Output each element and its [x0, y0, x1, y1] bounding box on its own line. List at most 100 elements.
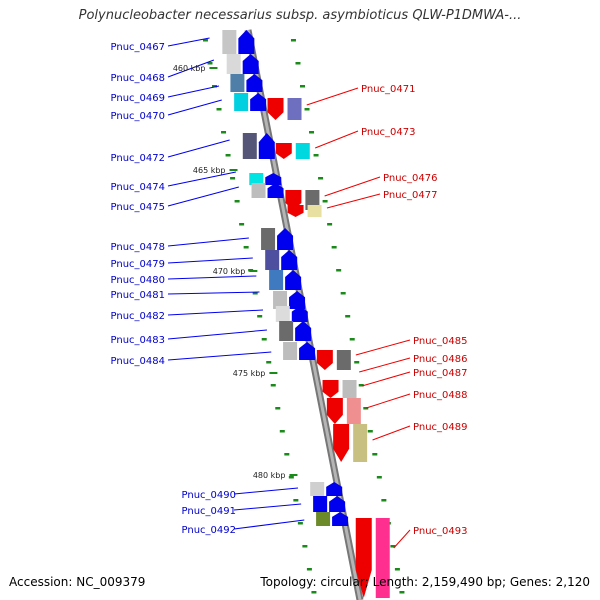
- guide-dot: [275, 407, 281, 410]
- gene-feature[interactable]: [251, 183, 266, 198]
- genome-summary-text: Topology: circular; Length: 2,159,490 bp…: [260, 575, 590, 589]
- guide-dot: [243, 246, 249, 249]
- gene-label[interactable]: Pnuc_0488: [413, 390, 467, 401]
- guide-dot: [336, 269, 342, 272]
- gene-leader-line: [315, 130, 359, 149]
- gene-label[interactable]: Pnuc_0467: [111, 42, 165, 53]
- guide-dot: [367, 430, 373, 433]
- gene-arrow[interactable]: [275, 143, 292, 159]
- kbp-label: 475 kbp: [233, 369, 266, 378]
- guide-dot: [313, 154, 319, 157]
- guide-dot: [381, 499, 387, 502]
- gene-arrow[interactable]: [326, 482, 343, 496]
- gene-leader-line: [167, 171, 237, 187]
- gene-arrow[interactable]: [295, 321, 312, 341]
- gene-feature[interactable]: [273, 291, 288, 309]
- guide-dot: [252, 292, 258, 295]
- gene-feature[interactable]: [287, 98, 302, 120]
- gene-label[interactable]: Pnuc_0483: [111, 335, 165, 346]
- gene-label[interactable]: Pnuc_0480: [111, 275, 165, 286]
- gene-feature[interactable]: [316, 512, 331, 526]
- gene-feature[interactable]: [249, 173, 264, 185]
- gene-label[interactable]: Pnuc_0470: [111, 111, 165, 122]
- gene-feature[interactable]: [226, 54, 241, 74]
- gene-feature[interactable]: [336, 350, 351, 370]
- gene-arrow[interactable]: [285, 270, 302, 290]
- gene-leader-line: [233, 519, 305, 530]
- guide-dot: [293, 499, 299, 502]
- gene-arrow[interactable]: [326, 398, 343, 424]
- gene-arrow[interactable]: [299, 342, 316, 360]
- gene-label[interactable]: Pnuc_0482: [111, 311, 165, 322]
- gene-arrow[interactable]: [289, 291, 306, 309]
- gene-feature[interactable]: [375, 518, 390, 598]
- guide-dot: [318, 177, 324, 180]
- gene-label[interactable]: Pnuc_0493: [413, 526, 467, 537]
- gene-arrow[interactable]: [322, 380, 339, 398]
- gene-arrow[interactable]: [281, 250, 298, 270]
- guide-dot: [322, 200, 328, 203]
- gene-label[interactable]: Pnuc_0485: [413, 336, 467, 347]
- gene-feature[interactable]: [261, 228, 276, 250]
- gene-label[interactable]: Pnuc_0486: [413, 354, 467, 365]
- gene-leader-line: [167, 237, 249, 247]
- gene-arrow[interactable]: [277, 228, 294, 250]
- gene-feature[interactable]: [269, 270, 284, 290]
- guide-dot: [284, 453, 290, 456]
- gene-label[interactable]: Pnuc_0477: [383, 190, 437, 201]
- guide-dot: [363, 407, 369, 410]
- gene-feature[interactable]: [307, 205, 322, 217]
- gene-label[interactable]: Pnuc_0491: [182, 506, 236, 517]
- gene-feature[interactable]: [275, 306, 290, 322]
- gene-arrow[interactable]: [291, 306, 308, 322]
- gene-label[interactable]: Pnuc_0473: [361, 127, 415, 138]
- gene-label[interactable]: Pnuc_0479: [111, 259, 165, 270]
- gene-arrow[interactable]: [267, 183, 284, 198]
- gene-label[interactable]: Pnuc_0489: [413, 422, 467, 433]
- gene-label[interactable]: Pnuc_0492: [182, 525, 236, 536]
- kbp-label: 465 kbp: [193, 166, 226, 175]
- gene-label[interactable]: Pnuc_0472: [111, 153, 165, 164]
- gene-arrow[interactable]: [316, 350, 333, 370]
- gene-label[interactable]: Pnuc_0469: [111, 93, 165, 104]
- guide-dot: [270, 384, 276, 387]
- gene-label[interactable]: Pnuc_0468: [111, 73, 165, 84]
- gene-feature[interactable]: [313, 496, 328, 512]
- gene-label[interactable]: Pnuc_0475: [111, 202, 165, 213]
- gene-feature[interactable]: [222, 30, 237, 54]
- gene-label[interactable]: Pnuc_0484: [111, 356, 165, 367]
- gene-feature[interactable]: [242, 133, 257, 159]
- gene-feature[interactable]: [283, 342, 298, 360]
- gene-label[interactable]: Pnuc_0481: [111, 290, 165, 301]
- gene-feature[interactable]: [295, 143, 310, 159]
- gene-arrow[interactable]: [329, 496, 346, 512]
- gene-feature[interactable]: [234, 93, 249, 111]
- gene-arrow[interactable]: [267, 98, 284, 120]
- gene-arrow[interactable]: [238, 30, 255, 54]
- gene-arrow[interactable]: [355, 518, 372, 598]
- gene-feature[interactable]: [265, 250, 280, 270]
- gene-arrow[interactable]: [333, 424, 350, 462]
- gene-label[interactable]: Pnuc_0490: [182, 490, 236, 501]
- gene-leader-line: [233, 503, 302, 511]
- gene-feature[interactable]: [353, 424, 368, 462]
- gene-arrow[interactable]: [287, 205, 304, 217]
- gene-arrow[interactable]: [258, 133, 275, 159]
- gene-label[interactable]: Pnuc_0474: [111, 182, 165, 193]
- gene-arrow[interactable]: [332, 512, 349, 526]
- gene-feature[interactable]: [310, 482, 325, 496]
- gene-label[interactable]: Pnuc_0471: [361, 84, 415, 95]
- gene-arrow[interactable]: [242, 54, 259, 74]
- gene-feature[interactable]: [342, 380, 357, 398]
- gene-arrow[interactable]: [246, 74, 263, 92]
- gene-label[interactable]: Pnuc_0478: [111, 242, 165, 253]
- gene-feature[interactable]: [230, 74, 245, 92]
- gene-leader-line: [361, 371, 411, 387]
- gene-arrow[interactable]: [250, 93, 267, 111]
- gene-feature[interactable]: [346, 398, 361, 424]
- gene-label[interactable]: Pnuc_0476: [383, 173, 437, 184]
- gene-label[interactable]: Pnuc_0487: [413, 368, 467, 379]
- gene-arrow[interactable]: [265, 173, 282, 185]
- gene-feature[interactable]: [279, 321, 294, 341]
